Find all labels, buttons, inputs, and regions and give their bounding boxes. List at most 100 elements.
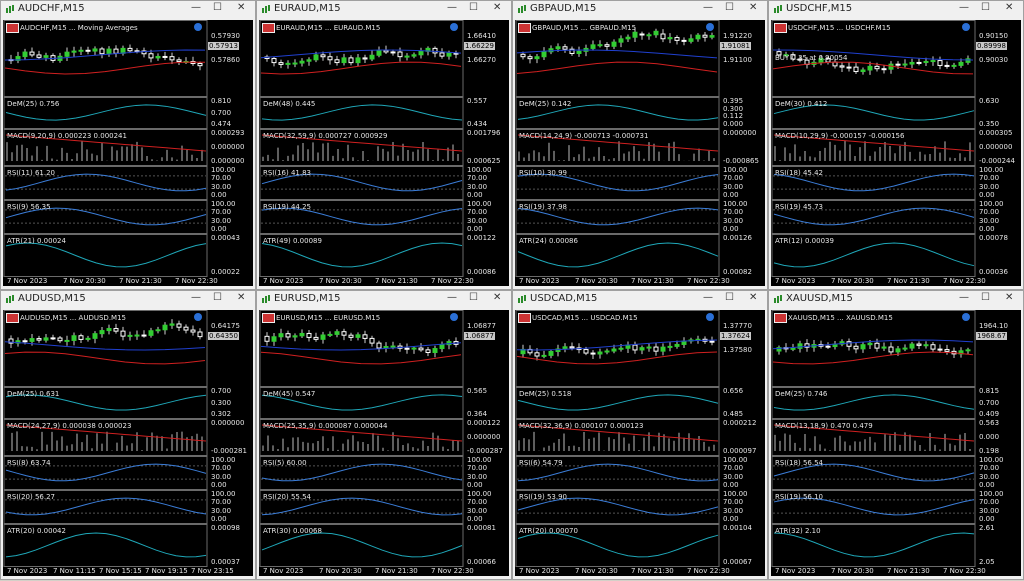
window-titlebar[interactable]: USDCAD,M15 — ☐ ✕: [513, 291, 767, 308]
window-titlebar[interactable]: EURUSD,M15 — ☐ ✕: [257, 291, 511, 308]
time-axis-label: 7 Nov 20:30: [575, 567, 618, 575]
indicator-level-label: 0.198: [979, 447, 1000, 455]
chart-area[interactable]: USDCAD,M15 ... USDCAD.M15 1.37624 1.37770 1…: [515, 310, 765, 576]
chart-window-eurusd-m15[interactable]: EURUSD,M15 — ☐ ✕ EURUSD,M15 ... EURUSD.M1…: [256, 290, 512, 580]
close-icon[interactable]: ✕: [749, 2, 758, 13]
candle: [106, 328, 112, 332]
indicator-level-label: 0.300: [723, 104, 744, 113]
minimize-icon[interactable]: —: [959, 292, 969, 303]
candle: [881, 68, 887, 71]
indicator-line: [261, 463, 463, 482]
indicator-level-label: 0.000000: [211, 419, 245, 427]
chart-window-euraud-m15[interactable]: EURAUD,M15 — ☐ ✕ EURAUD,M15 ... EURAUD.M1…: [256, 0, 512, 290]
chart-area[interactable]: AUDCHF,M15 ... Moving Averages 0.57913 0.5…: [3, 20, 253, 286]
indicator-level-label: 30.00: [723, 182, 744, 191]
time-axis-label: 7 Nov 22:30: [431, 567, 474, 575]
candle: [541, 51, 547, 58]
maximize-icon[interactable]: ☐: [725, 292, 734, 303]
window-titlebar[interactable]: AUDCHF,M15 — ☐ ✕: [1, 1, 255, 18]
candle: [446, 52, 452, 57]
indicator-level-label: 100.00: [723, 200, 748, 208]
candle: [804, 343, 810, 348]
close-icon[interactable]: ✕: [749, 292, 758, 303]
indicator-label: MACD(13,18,9) 0.470 0.479: [775, 422, 873, 430]
minimize-icon[interactable]: —: [703, 2, 713, 13]
window-titlebar[interactable]: GBPAUD,M15 — ☐ ✕: [513, 1, 767, 18]
moving-average-red: [260, 61, 462, 75]
window-titlebar[interactable]: USDCHF,M15 — ☐ ✕: [769, 1, 1023, 18]
window-titlebar[interactable]: XAUUSD,M15 — ☐ ✕: [769, 291, 1023, 308]
panel-border: [259, 166, 464, 200]
minimize-icon[interactable]: —: [959, 2, 969, 13]
price-axis-label: 0.90150: [979, 32, 1008, 40]
panel-border: [259, 310, 464, 387]
candle: [404, 347, 410, 350]
algo-trading-icon[interactable]: [194, 23, 202, 31]
algo-trading-icon[interactable]: [962, 23, 970, 31]
indicator-label: RSI(19) 45.73: [775, 203, 824, 211]
candle: [411, 347, 417, 350]
chart-window-audusd-m15[interactable]: AUDUSD,M15 — ☐ ✕ AUDUSD,M15 ... AUDUSD.M1…: [0, 290, 256, 580]
indicator-line: [5, 173, 207, 192]
minimize-icon[interactable]: —: [447, 2, 457, 13]
minimize-icon[interactable]: —: [191, 2, 201, 13]
panel-border: [515, 234, 720, 277]
chart-window-gbpaud-m15[interactable]: GBPAUD,M15 — ☐ ✕ GBPAUD,M15 ... GBPAUD.M1…: [512, 0, 768, 290]
algo-trading-icon[interactable]: [194, 313, 202, 321]
chart-window-usdcad-m15[interactable]: USDCAD,M15 — ☐ ✕ USDCAD,M15 ... USDCAD.M1…: [512, 290, 768, 580]
minimize-icon[interactable]: —: [191, 292, 201, 303]
candle: [148, 330, 154, 336]
algo-trading-icon[interactable]: [706, 313, 714, 321]
maximize-icon[interactable]: ☐: [981, 292, 990, 303]
candle: [418, 347, 424, 351]
chart-window-xauusd-m15[interactable]: XAUUSD,M15 — ☐ ✕ XAUUSD,M15 ... XAUUSD.M1…: [768, 290, 1024, 580]
candle: [162, 55, 168, 58]
maximize-icon[interactable]: ☐: [725, 2, 734, 13]
minimize-icon[interactable]: —: [447, 292, 457, 303]
maximize-icon[interactable]: ☐: [469, 292, 478, 303]
close-icon[interactable]: ✕: [237, 292, 246, 303]
indicator-label: DeM(25) 0.631: [7, 390, 60, 398]
maximize-icon[interactable]: ☐: [981, 2, 990, 13]
chart-area[interactable]: EURAUD,M15 ... EURAUD.M15 1.66229 1.66410 1…: [259, 20, 509, 286]
panel-border: [259, 129, 464, 166]
candle: [618, 347, 624, 350]
chart-area[interactable]: AUDUSD,M15 ... AUDUSD.M15 0.64350 0.64175 D…: [3, 310, 253, 576]
chart-area[interactable]: GBPAUD,M15 ... GBPAUD.M15 1.91081 1.91220 1…: [515, 20, 765, 286]
candle: [106, 48, 112, 55]
algo-trading-icon[interactable]: [962, 313, 970, 321]
chart-area[interactable]: EURUSD,M15 ... EURUSD.M15 1.06877 1.06877 D…: [259, 310, 509, 576]
candle: [965, 349, 971, 352]
chart-window-usdchf-m15[interactable]: USDCHF,M15 — ☐ ✕ USDCHF,M15 ... USDCHF.M1…: [768, 0, 1024, 290]
chart-area[interactable]: XAUUSD,M15 ... XAUUSD.M15 1968.67 1964.10 D…: [771, 310, 1021, 576]
algo-trading-icon[interactable]: [706, 23, 714, 31]
chart-area[interactable]: USDCHF,M15 ... USDCHF.M15 0.89998 0.90150 0…: [771, 20, 1021, 286]
minimize-icon[interactable]: —: [703, 292, 713, 303]
window-titlebar[interactable]: AUDUSD,M15 — ☐ ✕: [1, 291, 255, 308]
maximize-icon[interactable]: ☐: [213, 2, 222, 13]
close-icon[interactable]: ✕: [1005, 2, 1014, 13]
close-icon[interactable]: ✕: [1005, 292, 1014, 303]
maximize-icon[interactable]: ☐: [469, 2, 478, 13]
algo-trading-icon[interactable]: [450, 313, 458, 321]
price-axis-label: 0.64175: [211, 322, 240, 330]
close-icon[interactable]: ✕: [493, 2, 502, 13]
close-icon[interactable]: ✕: [493, 292, 502, 303]
indicator-label: MACD(10,29,9) -0.000157 -0.000156: [775, 132, 905, 140]
candle: [320, 334, 326, 340]
chart-canvas: [3, 20, 208, 277]
indicator-level-label: 0.00043: [211, 234, 240, 242]
algo-trading-icon[interactable]: [450, 23, 458, 31]
close-icon[interactable]: ✕: [237, 2, 246, 13]
candle: [313, 54, 319, 61]
window-titlebar[interactable]: EURAUD,M15 — ☐ ✕: [257, 1, 511, 18]
maximize-icon[interactable]: ☐: [213, 292, 222, 303]
candle: [141, 50, 147, 55]
candle: [874, 342, 880, 349]
indicator-level-label: 0.00: [723, 191, 739, 199]
indicator-level-label: 0.000: [723, 120, 744, 128]
chart-header-label: USDCHF,M15 ... USDCHF.M15: [788, 24, 891, 32]
indicator-level-label: 0.00098: [211, 524, 240, 532]
indicator-level-label: 100.00: [211, 200, 236, 208]
chart-window-audchf-m15[interactable]: AUDCHF,M15 — ☐ ✕ AUDCHF,M15 ... Moving Av…: [0, 0, 256, 290]
